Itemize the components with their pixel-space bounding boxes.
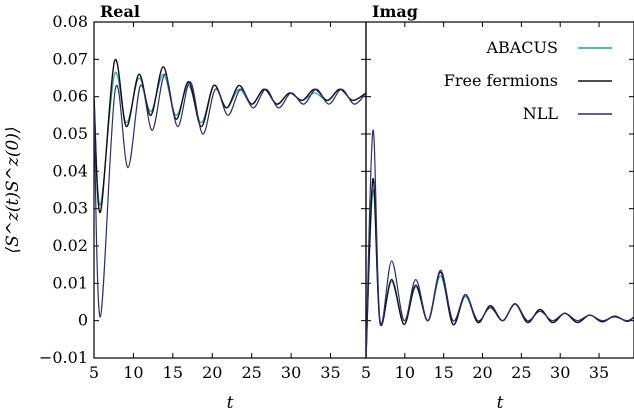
x-tick-label: 35 [320, 363, 340, 382]
x-tick-label: 15 [434, 363, 454, 382]
series-line-abacus [366, 189, 634, 358]
panel-0: Real 5 10 15 20 25 30 35 −0.01 0 0.01 0.02 0.03 0.04 0… [3, 2, 367, 413]
x-tick-label: 30 [550, 363, 570, 382]
panel-title: Imag [372, 2, 418, 21]
series-group [94, 58, 366, 318]
y-tick-label: 0 [78, 311, 88, 330]
y-tick-label: 0.01 [52, 273, 88, 292]
panel-1: Imag 5 10 15 20 25 30 35 t ABACUS Free fermions NLL [361, 2, 634, 413]
series-line-free-fermions [94, 58, 366, 214]
y-tick-label: −0.01 [39, 348, 88, 367]
x-tick-label: 25 [511, 363, 531, 382]
x-tick-label: 15 [163, 363, 183, 382]
panel-frame [365, 21, 634, 359]
y-tick-label: 0.07 [52, 49, 88, 68]
y-tick-label: 0.06 [52, 87, 88, 106]
x-tick-label: 20 [472, 363, 492, 382]
legend: ABACUS Free fermions NLL [444, 38, 612, 123]
x-tick-label: 20 [202, 363, 222, 382]
panel-frame [93, 21, 367, 359]
x-axis-label: t [227, 393, 234, 413]
panel-title: Real [100, 2, 140, 21]
legend-label: Free fermions [444, 71, 558, 90]
x-tick-label: 30 [281, 363, 301, 382]
x-tick-label: 5 [89, 363, 99, 382]
y-tick-label: 0.03 [52, 199, 88, 218]
series-line-nll [94, 73, 366, 318]
series-line-free-fermions [366, 178, 634, 358]
y-tick-label: 0.05 [52, 124, 88, 143]
x-axis-label: t [497, 393, 504, 413]
legend-label: NLL [523, 104, 559, 123]
y-tick-label: 0.04 [52, 161, 88, 180]
series-group [366, 129, 634, 358]
x-tick-label: 10 [395, 363, 415, 382]
x-tick-label: 25 [242, 363, 262, 382]
y-axis-label: ⟨S^z(t)S^z(0)⟩ [3, 126, 23, 253]
y-tick-label: 0.08 [52, 12, 88, 31]
legend-label: ABACUS [485, 38, 558, 57]
x-tick-label: 10 [123, 363, 143, 382]
series-line-nll [366, 129, 634, 358]
x-tick-label: 35 [589, 363, 609, 382]
y-tick-label: 0.02 [52, 236, 88, 255]
x-tick-label: 5 [361, 363, 371, 382]
